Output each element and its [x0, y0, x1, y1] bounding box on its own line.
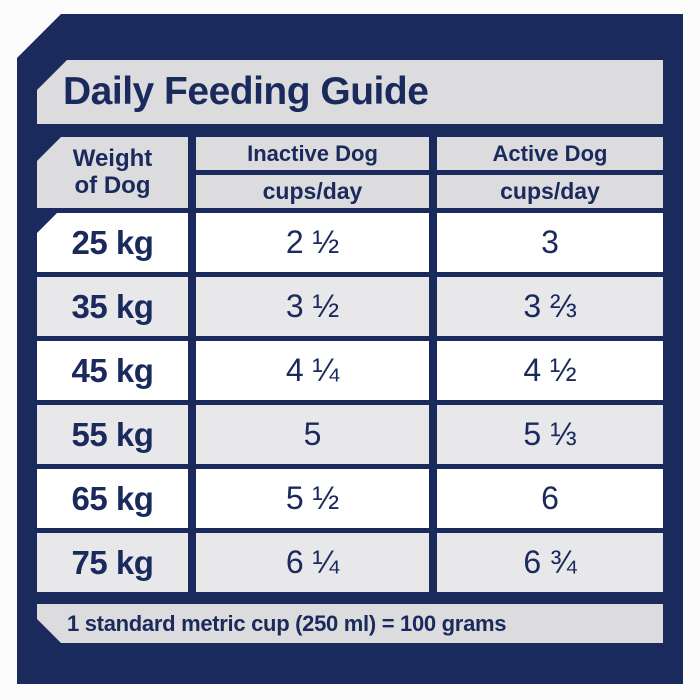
weight-cell: 75 kg [37, 533, 188, 592]
page-title: Daily Feeding Guide [63, 70, 429, 113]
active-cups-cell: 5 ⅓ [437, 405, 663, 464]
inactive-cups-cell: 5 ½ [196, 469, 429, 528]
weight-cell: 65 kg [37, 469, 188, 528]
inactive-cups-cell: 2 ½ [196, 213, 429, 272]
feeding-guide-panel: Daily Feeding Guide Weight of Dog Inacti… [17, 14, 683, 684]
inactive-cups-cell: 6 ¼ [196, 533, 429, 592]
inactive-dog-unit: cups/day [196, 175, 429, 208]
title-band: Daily Feeding Guide [37, 60, 663, 124]
active-cups-cell: 6 ¾ [437, 533, 663, 592]
active-cups-cell: 3 [437, 213, 663, 272]
inactive-cups-cell: 3 ½ [196, 277, 429, 336]
weight-cell: 25 kg [37, 213, 188, 272]
active-dog-unit: cups/day [437, 175, 663, 208]
active-dog-header: Active Dog [437, 137, 663, 170]
active-cups-cell: 6 [437, 469, 663, 528]
inactive-cups-cell: 5 [196, 405, 429, 464]
weight-of-dog-header-label: Weight of Dog [72, 145, 153, 199]
weight-of-dog-header: Weight of Dog [37, 137, 188, 208]
active-cups-cell: 4 ½ [437, 341, 663, 400]
weight-cell: 45 kg [37, 341, 188, 400]
weight-cell: 55 kg [37, 405, 188, 464]
inactive-cups-cell: 4 ¼ [196, 341, 429, 400]
feeding-table: Weight of Dog Inactive Dog Active Dog cu… [37, 137, 663, 592]
weight-cell: 35 kg [37, 277, 188, 336]
inactive-dog-header: Inactive Dog [196, 137, 429, 170]
active-cups-cell: 3 ⅔ [437, 277, 663, 336]
cup-conversion-note: 1 standard metric cup (250 ml) = 100 gra… [37, 604, 663, 643]
